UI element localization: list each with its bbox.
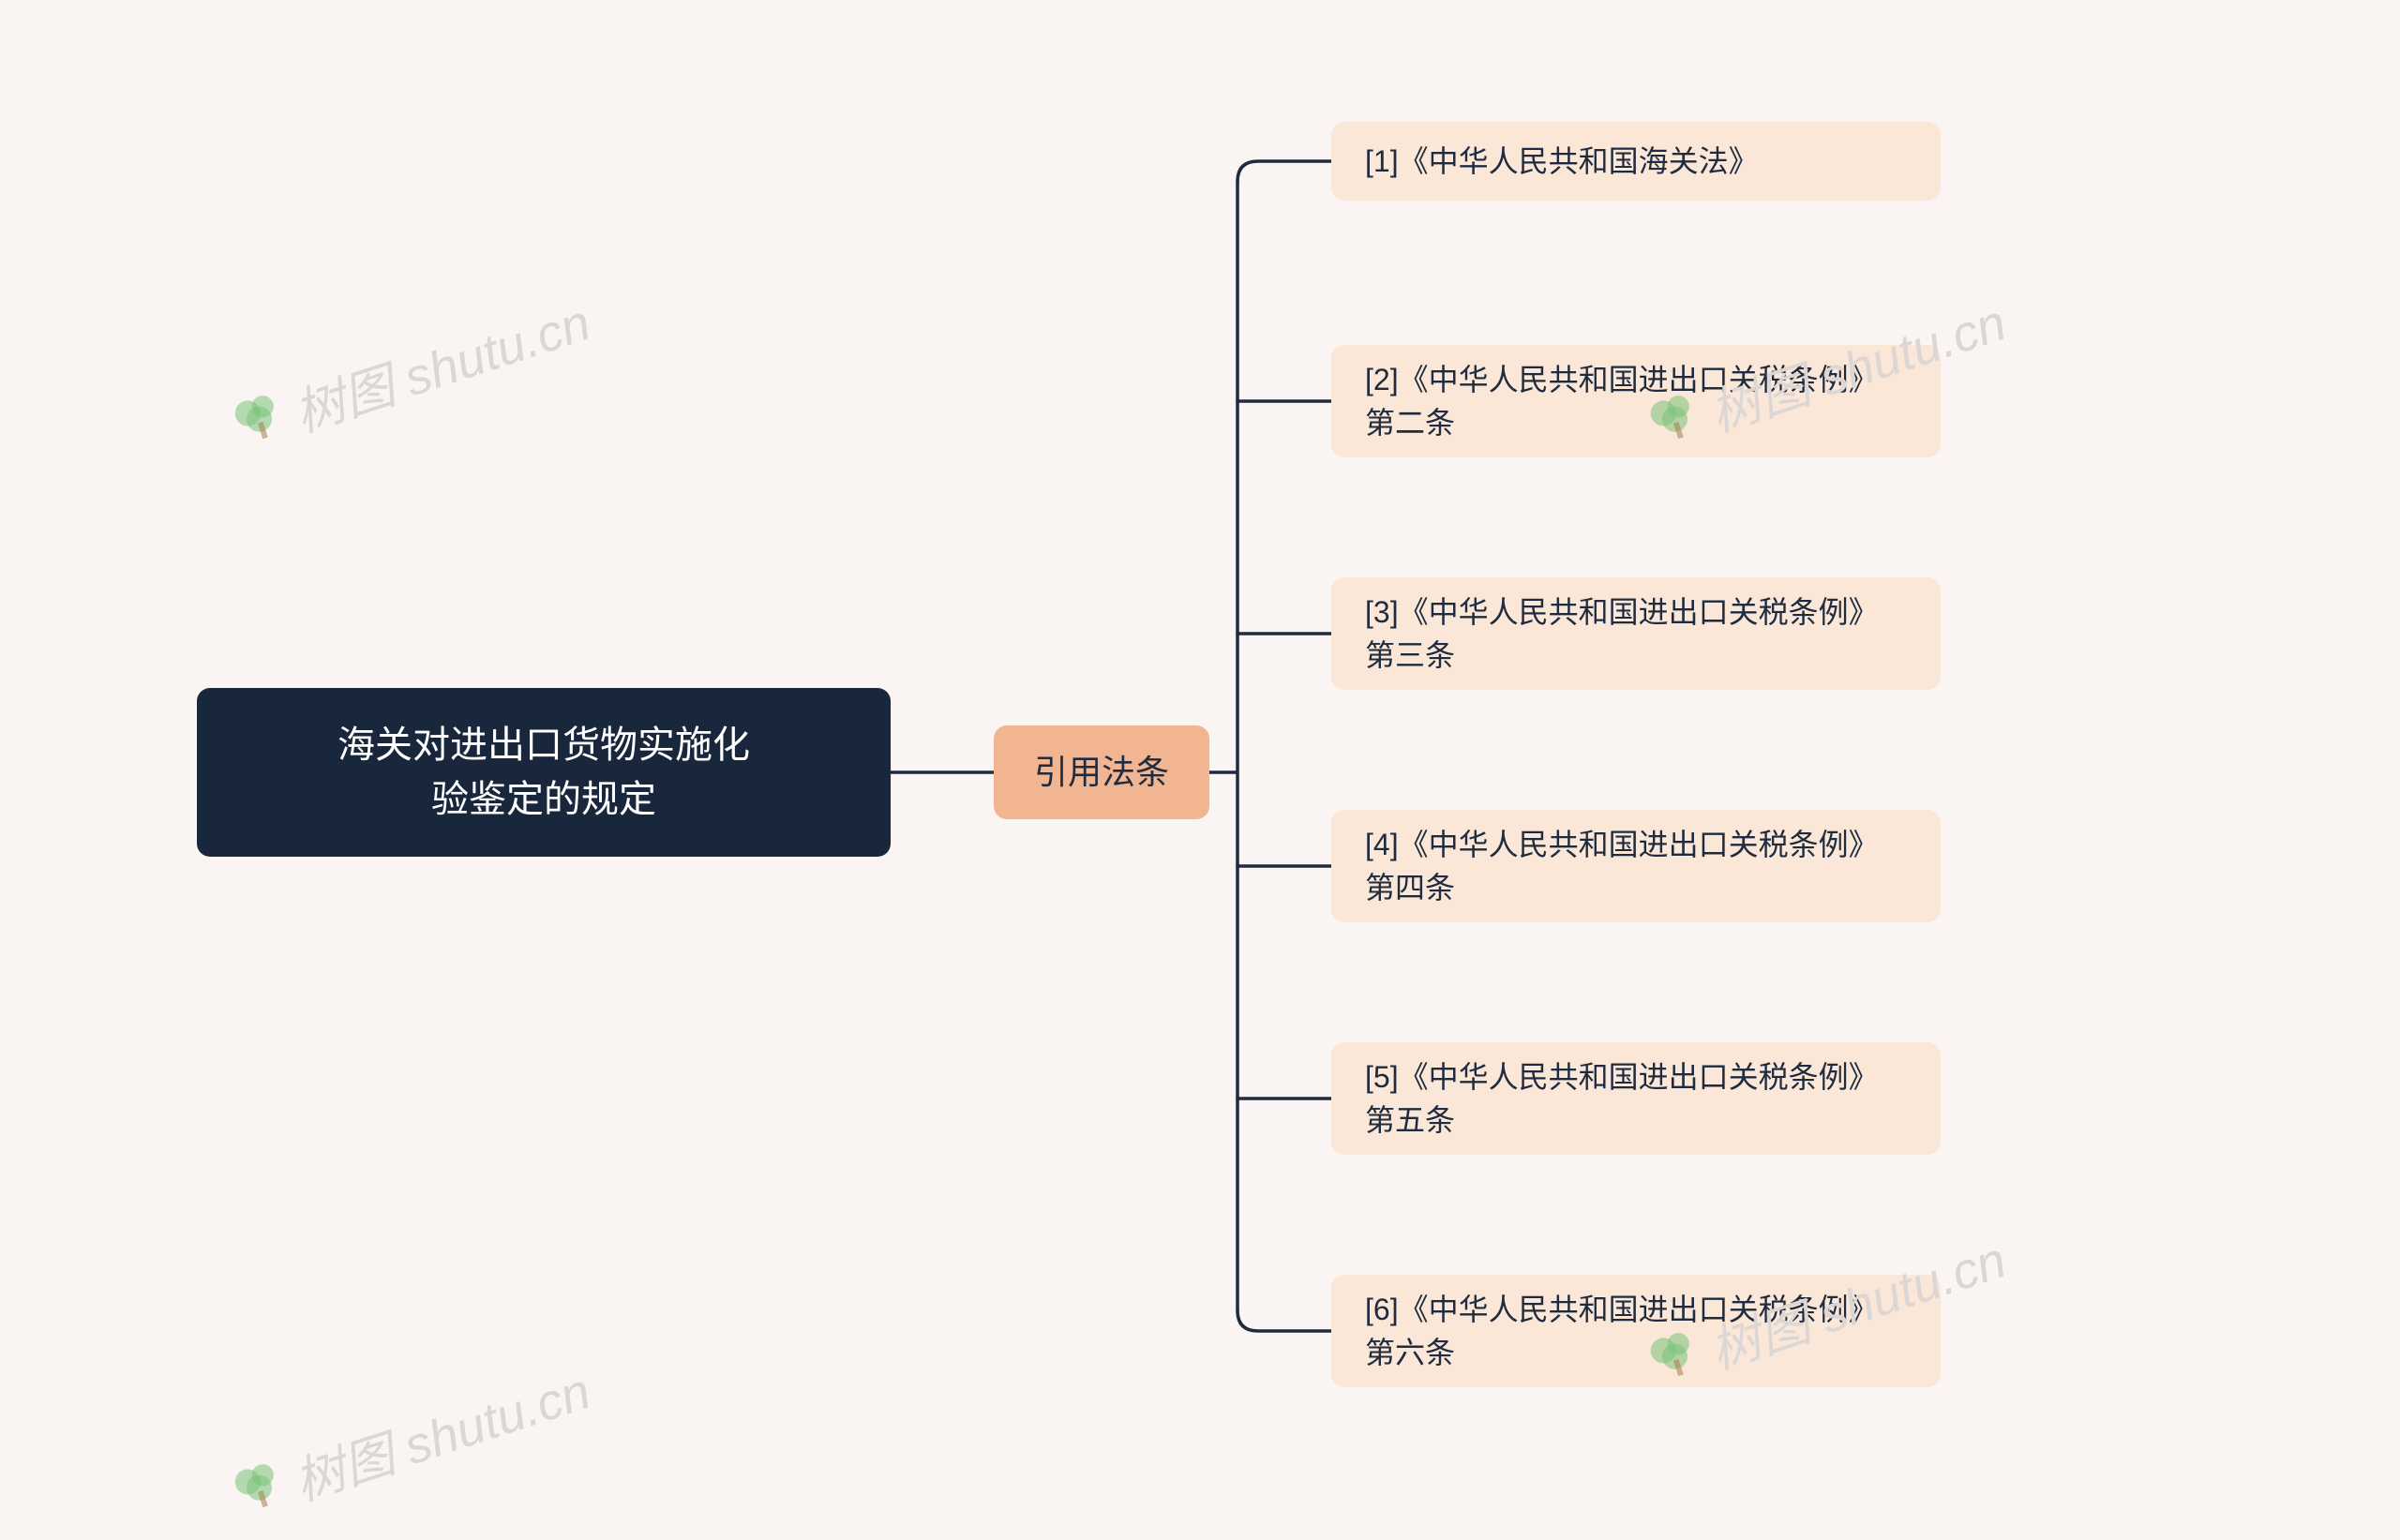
root-text-line2: 验鉴定的规定 bbox=[431, 772, 656, 827]
leaf-node[interactable]: [5]《中华人民共和国进出口关税条例》 第五条 bbox=[1331, 1042, 1941, 1155]
watermark-text: 树图 shutu.cn bbox=[288, 294, 597, 442]
leaf-node[interactable]: [4]《中华人民共和国进出口关税条例》 第四条 bbox=[1331, 810, 1941, 922]
leaf-label: [4]《中华人民共和国进出口关税条例》 第四条 bbox=[1365, 823, 1907, 910]
watermark: 树图 shutu.cn bbox=[223, 1350, 598, 1534]
leaf-label: [2]《中华人民共和国进出口关税条例》 第二条 bbox=[1365, 358, 1907, 445]
watermark-text: 树图 shutu.cn bbox=[288, 1363, 597, 1511]
watermark: 树图 shutu.cn bbox=[223, 281, 598, 466]
leaf-node[interactable]: [3]《中华人民共和国进出口关税条例》 第三条 bbox=[1331, 577, 1941, 690]
leaf-node[interactable]: [6]《中华人民共和国进出口关税条例》 第六条 bbox=[1331, 1275, 1941, 1387]
leaf-node[interactable]: [1]《中华人民共和国海关法》 bbox=[1331, 122, 1941, 201]
leaf-label: [6]《中华人民共和国进出口关税条例》 第六条 bbox=[1365, 1288, 1907, 1375]
leaf-node[interactable]: [2]《中华人民共和国进出口关税条例》 第二条 bbox=[1331, 345, 1941, 457]
mid-label: 引用法条 bbox=[1034, 748, 1169, 797]
mid-node[interactable]: 引用法条 bbox=[994, 725, 1209, 819]
leaf-label: [5]《中华人民共和国进出口关税条例》 第五条 bbox=[1365, 1055, 1907, 1143]
watermark-logo-icon bbox=[224, 383, 292, 452]
leaf-label: [1]《中华人民共和国海关法》 bbox=[1365, 140, 1759, 183]
mindmap-canvas: 海关对进出口货物实施化 验鉴定的规定 引用法条 [1]《中华人民共和国海关法》 [… bbox=[0, 0, 2400, 1540]
root-node[interactable]: 海关对进出口货物实施化 验鉴定的规定 bbox=[197, 688, 891, 857]
leaf-label: [3]《中华人民共和国进出口关税条例》 第三条 bbox=[1365, 591, 1907, 678]
root-text-line1: 海关对进出口货物实施化 bbox=[338, 718, 750, 772]
watermark-logo-icon bbox=[224, 1452, 292, 1520]
